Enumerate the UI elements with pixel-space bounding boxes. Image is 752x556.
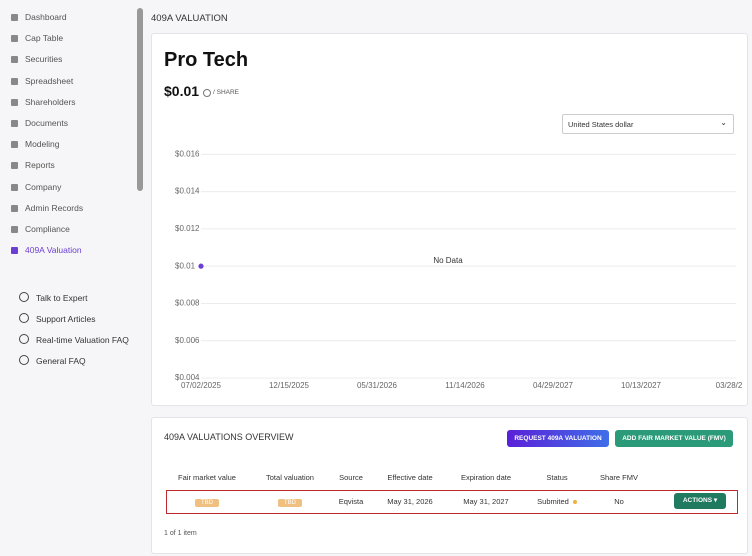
x-tick-label: 05/31/2026 [357,381,398,390]
nav-item[interactable]: Shareholders [25,96,76,107]
request-button[interactable]: REQUEST 409A VALUATION [507,430,609,447]
y-tick-label: $0.012 [175,224,200,233]
column-header: Fair market value [178,473,236,482]
actions-label: ACTIONS [682,497,713,504]
no-data-label: No Data [433,256,463,265]
help-icon [19,355,29,365]
nav-icon [11,204,18,212]
y-tick-label: $0.004 [175,373,200,382]
nav-item[interactable]: 409A Valuation [25,245,82,256]
tbd-badge: TBD [195,499,219,507]
column-header: Effective date [387,473,433,482]
tbd-badge: TBD [278,499,302,507]
price-unit: / SHARE [213,89,240,96]
help-link[interactable]: Talk to Expert [36,293,88,303]
y-tick-label: $0.016 [175,149,200,158]
column-header: Source [339,473,363,482]
help-icon [19,292,29,302]
nav-icon [11,183,18,191]
table-cell: No [574,497,664,506]
actions-button[interactable]: ACTIONS ▾ [674,493,726,509]
chart: $0.016 $0.014 $0.012 $0.01 $0.008 $0.006 $0.00… [175,149,743,390]
price: $0.01 [164,83,200,99]
nav-icon [11,98,18,106]
nav-icon [11,162,18,170]
nav-item[interactable]: Cap Table [25,33,64,44]
column-header: Total valuation [266,473,314,482]
nav-item[interactable]: Spreadsheet [25,75,74,86]
nav-icon [11,226,18,233]
x-tick-label: 12/15/2025 [269,381,310,390]
row-highlight [166,490,738,514]
table-cell: TBD [245,497,335,507]
nav-item[interactable]: Securities [25,54,63,65]
table-cell: May 31, 2027 [441,497,531,506]
currency-text: United States dollar [568,120,634,129]
overview-title: 409A VALUATIONS OVERVIEW [164,432,294,442]
nav-icon [11,77,18,85]
add-fmv-button[interactable]: ADD FAIR MARKET VALUE (FMV) [615,430,733,447]
valuation-card [151,33,748,406]
x-tick-label: 04/29/2027 [533,381,574,390]
nav-item[interactable]: Documents [25,118,68,128]
help-icon [19,313,29,323]
nav-item[interactable]: Reports [25,160,55,171]
cell-text: May 31, 2027 [463,497,509,506]
x-tick-label: 03/28/2 [716,381,743,390]
nav-item[interactable]: Dashboard [25,12,67,22]
nav-icon [11,56,18,64]
nav-icon [11,247,18,255]
table-cell: May 31, 2026 [365,497,455,506]
nav-icon [11,141,18,149]
data-point [198,263,204,269]
cell-text: Submited [537,497,569,506]
column-header: Expiration date [460,473,512,482]
help-link[interactable]: Real-time Valuation FAQ [36,335,129,345]
info-icon[interactable] [203,89,211,97]
x-tick-label: 07/02/2025 [181,381,222,390]
currency-select[interactable]: United States dollar ⌄ [562,114,734,134]
nav-icon [11,120,18,127]
x-tick-label: 11/14/2026 [445,381,485,390]
x-tick-label: 10/13/2027 [621,381,662,390]
nav-item[interactable]: Modeling [25,139,60,150]
cell-text: Eqvista [338,497,364,506]
y-tick-label: $0.014 [175,187,200,196]
nav-icon [11,35,18,43]
y-tick-label: $0.01 [175,261,196,270]
cell-text: No [614,497,624,506]
y-tick-label: $0.008 [175,299,200,308]
cell-text: May 31, 2026 [387,497,433,506]
nav-icon [11,14,18,21]
column-header: Share FMV [600,473,638,482]
page-title: 409A VALUATION [151,13,228,24]
help-link[interactable]: General FAQ [36,356,86,366]
y-tick-label: $0.006 [175,336,200,345]
pagination: 1 of 1 item [164,530,197,537]
table-cell: TBD [162,497,252,507]
nav-item[interactable]: Admin Records [25,202,84,213]
company-name: Pro Tech [164,49,249,71]
help-icon [19,334,29,344]
table-cell: Eqvista [306,497,396,506]
help-link[interactable]: Support Articles [36,314,96,324]
column-header: Status [546,473,568,482]
nav-item[interactable]: Company [25,181,62,192]
table-cell: Submited [512,497,602,506]
nav-item[interactable]: Compliance [25,224,70,234]
status-dot [572,500,577,505]
scrollbar[interactable] [137,8,143,191]
